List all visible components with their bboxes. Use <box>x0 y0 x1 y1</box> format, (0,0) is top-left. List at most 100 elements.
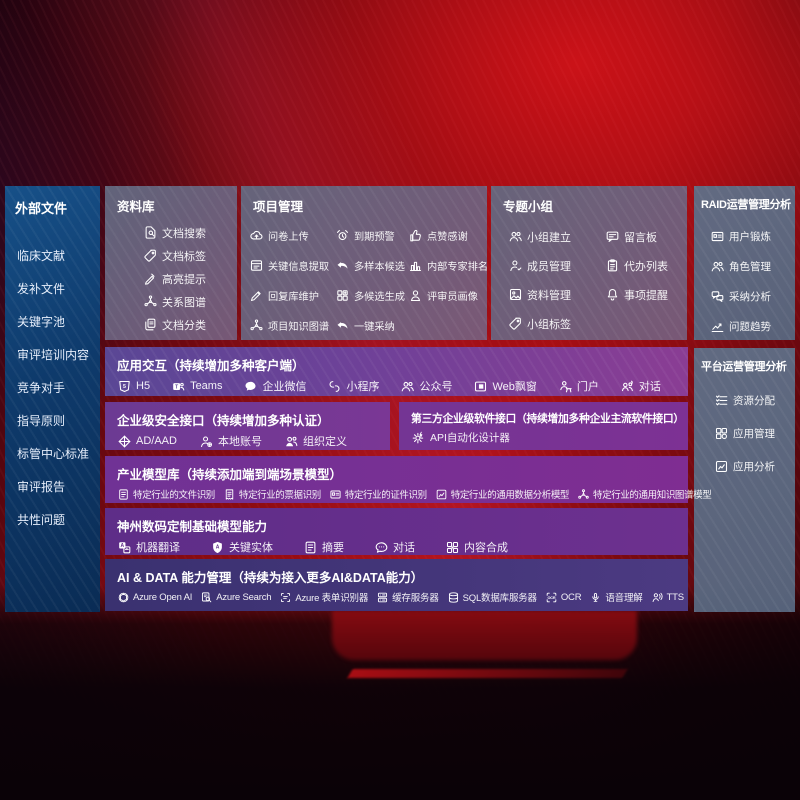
openai-icon <box>117 591 130 604</box>
sidebar-items: 临床文献 发补文件 关键字池 审评培训内容 竞争对手 指导原则 标管中心标准 审评报告 共性问题 <box>5 239 100 536</box>
feature-item: Azure 表单识别器 <box>279 590 368 604</box>
feature-item: Azure Open AI <box>117 591 192 604</box>
panel-library: 资料库 文档搜索文档标签高亮提示关系图谱文档分类 <box>105 186 237 340</box>
feature-item: 小组标签 <box>508 309 605 338</box>
feature-item: 特定行业的证件识别 <box>329 487 427 501</box>
feature-item: 摘要 <box>303 539 344 555</box>
dialog-people-icon <box>620 379 635 394</box>
pen-edit-icon <box>249 288 264 303</box>
reply-arrow-icon <box>335 258 350 273</box>
sql-database-icon <box>447 591 460 604</box>
feature-item: 特定行业的通用数据分析模型 <box>435 487 569 501</box>
feature-item: SQL数据库服务器 <box>447 590 537 604</box>
panel-title: 资料库 <box>117 200 155 214</box>
feature-label: 特定行业的票据识别 <box>238 490 321 501</box>
feature-label: 问卷上传 <box>268 231 309 243</box>
feature-label: 对话 <box>638 381 661 393</box>
feature-item: Web飘窗 <box>473 378 537 394</box>
compose-grid-icon <box>445 540 460 555</box>
feature-label: 回复库维护 <box>268 291 319 303</box>
panel-thirdparty-interface: 第三方企业级软件接口（持续增加多种企业主流软件接口） API自动化设计器 <box>399 402 688 450</box>
tag-icon <box>143 248 158 263</box>
entity-shield-icon: A <box>210 540 225 555</box>
alarm-icon <box>335 228 350 243</box>
panel-title: 项目管理 <box>253 200 304 214</box>
feature-item: 5 H5 <box>117 379 150 394</box>
feature-item: 多样本候选 <box>335 250 408 280</box>
receipt-icon <box>223 488 236 501</box>
feature-label: Web飘窗 <box>492 381 537 393</box>
feature-label: 内容合成 <box>464 542 508 554</box>
feature-label: 关键信息提取 <box>268 261 330 273</box>
data-image-icon <box>435 488 448 501</box>
feature-item: 对话 <box>620 378 661 394</box>
feature-item: 关键信息提取 <box>249 250 335 280</box>
panel-title: 神州数码定制基础模型能力 <box>117 520 268 534</box>
thumbs-up-icon <box>408 228 423 243</box>
feature-item: 高亮提示 <box>143 267 237 290</box>
feature-label: SQL数据库服务器 <box>462 593 537 604</box>
feature-item: 采纳分析 <box>710 281 795 311</box>
feature-label: Teams <box>190 380 223 392</box>
feature-label: 关系图谱 <box>162 296 206 309</box>
app-chart-icon <box>714 459 729 474</box>
feature-item: 门户 <box>558 378 599 394</box>
sidebar-item: 发补文件 <box>17 282 66 296</box>
azure-search-icon <box>200 591 213 604</box>
feature-item: T Teams <box>171 379 222 394</box>
feature-item: 一键采纳 <box>335 310 408 340</box>
feature-label: 文档标签 <box>162 250 206 263</box>
panel-items: A 机器翻译 A 关键实体 摘要 对话 内容合成 <box>105 539 688 555</box>
feature-label: 内部专家排名 <box>427 261 489 273</box>
form-recognizer-icon <box>279 591 292 604</box>
feature-item: 文档搜索 <box>143 221 237 244</box>
feature-label: 特定行业的证件识别 <box>344 490 427 501</box>
feature-item: 内部专家排名 <box>408 250 488 280</box>
feature-label: 特定行业的通用知识图谱模型 <box>593 490 712 501</box>
panel-title: 平台运营管理分析 <box>701 361 787 373</box>
feature-item: 用户锻炼 <box>710 221 795 251</box>
doc-file-icon <box>117 488 130 501</box>
feature-item: 特定行业的文件识别 <box>117 487 215 501</box>
feature-item: 资源分配 <box>714 384 795 417</box>
panel-items: 5 H5 T Teams 企业微信 小程序 公众号 Web飘窗 门户 对话 <box>105 378 688 394</box>
people-group-icon <box>710 259 725 274</box>
feature-label: 小程序 <box>346 381 380 393</box>
trend-chart-icon <box>710 319 725 334</box>
feature-item: 应用分析 <box>714 450 795 483</box>
panel-title: RAID运营管理分析 <box>701 199 791 211</box>
feature-label: 本地账号 <box>217 436 262 448</box>
h5-icon: 5 <box>117 379 132 394</box>
feature-item: 企业微信 <box>243 378 306 394</box>
feature-item: OCR OCR <box>545 591 582 604</box>
feature-item: 文档标签 <box>143 244 237 267</box>
panel-items: 特定行业的文件识别 特定行业的票据识别 特定行业的证件识别 特定行业的通用数据分析模型… <box>105 487 712 501</box>
panel-items: 用户锻炼 角色管理 采纳分析 问题趋势 <box>694 221 795 341</box>
feature-label: Azure Open AI <box>133 591 193 603</box>
feature-label: 语音理解 <box>605 593 643 604</box>
knowledge-graph-icon <box>249 318 264 333</box>
panel-platform-analysis: 平台运营管理分析 资源分配 应用管理 应用分析 <box>694 348 795 612</box>
svg-text:A: A <box>216 544 220 550</box>
panel-project-management: 项目管理 问卷上传 到期预警 点赞感谢 关键信息提取 多样本候选 内部专家排名 回复库维护 多… <box>241 186 488 340</box>
feature-item: 点赞感谢 <box>408 220 488 250</box>
panel-items: 资源分配 应用管理 应用分析 <box>694 384 795 483</box>
feature-label: API自动化设计器 <box>430 432 510 444</box>
feature-label: Azure 表单识别器 <box>295 593 369 604</box>
panel-ai-data-management: AI & DATA 能力管理（持续为接入更多AI&DATA能力） Azure O… <box>105 559 688 611</box>
feature-item: 小组建立 <box>508 222 605 251</box>
bell-icon <box>605 287 620 302</box>
cloud-upload-icon <box>249 228 264 243</box>
panel-app-interaction: 应用交互（持续增加多种客户端） 5 H5 T Teams 企业微信 小程序 公众号 Web飘窗… <box>105 347 688 396</box>
feature-label: 小组建立 <box>527 231 571 244</box>
feature-item: 文档分类 <box>143 313 237 336</box>
ranking-icon <box>408 258 423 273</box>
sidebar-title: 外部文件 <box>15 201 68 216</box>
feature-label: 缓存服务器 <box>392 593 439 604</box>
portal-user-icon <box>558 379 573 394</box>
feature-label: 特定行业的文件识别 <box>133 490 215 501</box>
panel-items: 文档搜索文档标签高亮提示关系图谱文档分类 <box>105 221 237 336</box>
chat-bubble-icon <box>374 540 389 555</box>
feature-label: 高亮提示 <box>162 273 206 286</box>
feature-label: 门户 <box>576 381 599 393</box>
